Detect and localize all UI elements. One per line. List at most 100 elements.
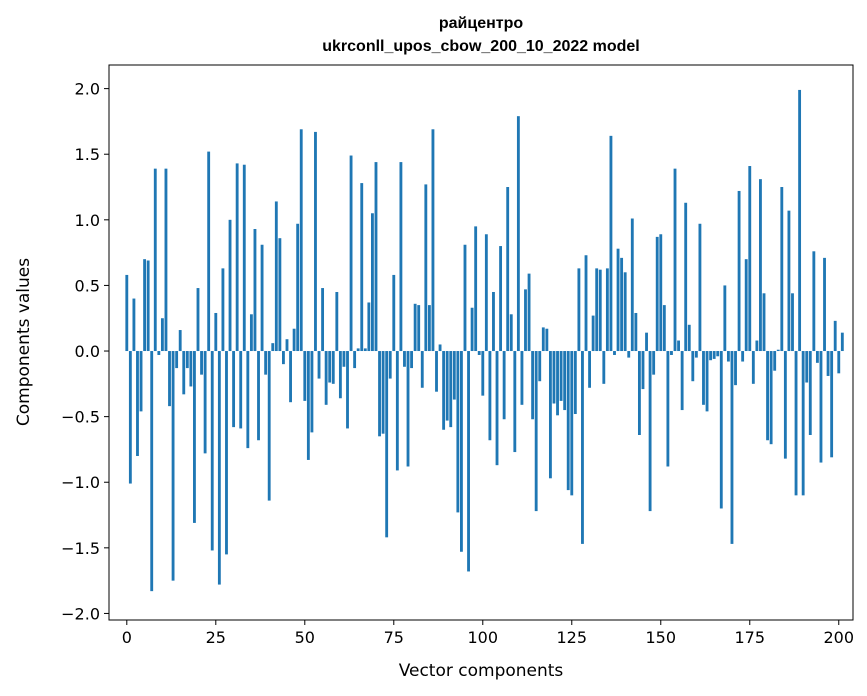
bar: [271, 343, 275, 352]
bar: [435, 351, 438, 392]
bar: [694, 351, 698, 358]
bar: [353, 351, 357, 369]
bar: [242, 164, 246, 352]
x-tick-label: 175: [734, 628, 765, 647]
bar: [217, 351, 221, 585]
bar: [502, 351, 506, 420]
bar: [225, 351, 228, 555]
y-tick-label: 1.5: [75, 145, 100, 164]
bar: [534, 351, 538, 512]
bar: [709, 351, 713, 361]
bar: [759, 179, 762, 352]
bar: [808, 351, 812, 435]
bar: [321, 288, 325, 352]
bar: [509, 314, 513, 352]
x-tick-label: 50: [295, 628, 315, 647]
bar: [328, 351, 332, 383]
bar: [677, 340, 680, 352]
bar: [132, 298, 136, 352]
bar: [527, 273, 531, 352]
bar: [200, 351, 203, 375]
bar: [712, 351, 716, 359]
bar: [239, 351, 243, 429]
bar: [573, 351, 577, 415]
bar: [791, 293, 794, 352]
y-tick-label: 2.0: [75, 80, 100, 99]
bar: [310, 351, 314, 433]
bar: [474, 226, 478, 352]
bar: [766, 351, 769, 441]
bar: [698, 223, 702, 352]
bar: [150, 351, 154, 592]
x-tick-label: 75: [384, 628, 404, 647]
bar: [481, 351, 485, 396]
bar: [641, 351, 645, 390]
bar: [324, 351, 328, 405]
bar: [630, 218, 634, 352]
bar: [598, 269, 602, 352]
bar: [670, 351, 673, 355]
bar: [157, 351, 161, 355]
bar: [264, 351, 268, 375]
bar: [645, 332, 648, 352]
x-tick-label: 100: [468, 628, 499, 647]
bar: [406, 351, 410, 467]
bar: [417, 305, 421, 352]
bar: [278, 238, 282, 352]
bar: [794, 351, 798, 496]
bar: [541, 327, 545, 352]
bar: [367, 302, 371, 352]
bar: [805, 351, 809, 383]
bar: [175, 351, 179, 369]
bar: [506, 187, 510, 352]
bar: [552, 351, 556, 404]
bar: [125, 274, 129, 352]
bar: [395, 351, 399, 471]
bar: [627, 351, 631, 358]
bar: [691, 351, 695, 382]
bar: [613, 351, 616, 355]
bar: [666, 351, 670, 467]
bar: [684, 202, 688, 352]
bar: [484, 234, 488, 352]
bar: [495, 351, 499, 466]
bar: [531, 351, 535, 420]
bar: [420, 351, 424, 388]
bar: [634, 312, 638, 352]
bar: [249, 314, 253, 352]
bar: [577, 268, 581, 352]
bar: [410, 351, 414, 369]
bar: [702, 351, 705, 405]
bar: [282, 351, 285, 365]
bar: [744, 259, 748, 352]
bar: [787, 210, 791, 352]
bar: [538, 351, 542, 382]
bar: [499, 246, 503, 352]
bar: [449, 351, 453, 428]
bar: [819, 351, 823, 463]
bar: [748, 166, 752, 352]
bar: [716, 351, 720, 357]
x-tick-label: 150: [645, 628, 676, 647]
bar: [285, 339, 289, 352]
bar: [342, 351, 346, 367]
bar: [673, 168, 677, 352]
bar: [840, 332, 844, 352]
y-tick-label: 0.0: [75, 342, 100, 361]
bar: [460, 351, 463, 552]
bar: [267, 351, 271, 501]
bar: [726, 351, 730, 362]
y-tick-label: −2.0: [61, 604, 100, 623]
bar: [463, 244, 467, 352]
bar: [349, 155, 353, 352]
bar: [160, 318, 164, 352]
bar: [289, 351, 292, 403]
bar: [762, 293, 766, 352]
bar: [371, 213, 374, 352]
bar: [584, 255, 588, 352]
y-tick-label: 0.5: [75, 276, 100, 295]
bar: [452, 351, 456, 400]
bar: [773, 351, 777, 371]
bar: [314, 131, 317, 352]
